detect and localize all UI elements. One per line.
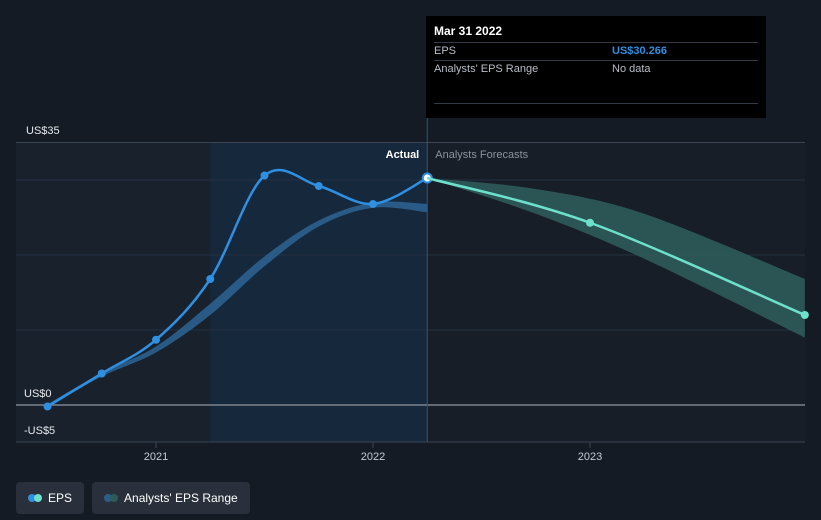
eps-point: [97, 369, 106, 378]
chart-legend: EPS Analysts' EPS Range: [16, 482, 250, 514]
actual-label: Actual: [386, 149, 420, 161]
legend-dot-icon: [110, 494, 119, 502]
eps-actual-line: [46, 168, 428, 408]
legend-item-eps-range[interactable]: Analysts' EPS Range: [92, 482, 250, 514]
legend-eps-swatch: [28, 494, 42, 502]
legend-dot-icon: [28, 494, 36, 502]
tooltip-range-value: No data: [612, 63, 651, 75]
y-axis-label: US$0: [24, 388, 52, 400]
legend-range-label: Analysts' EPS Range: [124, 491, 238, 505]
eps-tooltip: Mar 31 2022 EPS US$30.266 Analysts' EPS …: [426, 16, 766, 118]
eps-point: [260, 171, 269, 180]
forecast-point: [586, 218, 594, 227]
x-tick-label: 2023: [578, 451, 602, 463]
legend-eps-label: EPS: [48, 491, 73, 505]
past-window-highlight: [210, 143, 428, 442]
tooltip-eps-label: EPS: [434, 45, 457, 57]
legend-dot-icon: [104, 494, 113, 502]
x-tick-label: 2022: [361, 451, 385, 463]
forecast-range-band: [427, 178, 805, 338]
eps-point: [43, 402, 52, 411]
eps-point: [206, 275, 215, 283]
tooltip-row-range: Analysts' EPS Range No data: [434, 60, 758, 78]
tooltip-eps-value: US$30.266: [612, 45, 668, 57]
tooltip-divider: [434, 103, 758, 104]
tooltip-range-label: Analysts' EPS Range: [434, 63, 539, 75]
eps-point: [314, 182, 323, 190]
x-tick-label: 2021: [144, 451, 168, 463]
eps-point: [369, 200, 377, 208]
legend-item-eps[interactable]: EPS: [16, 482, 85, 514]
past-estimate-band: [47, 201, 428, 408]
eps-point: [152, 335, 160, 344]
forecast-point: [800, 311, 809, 319]
tooltip-row-eps: EPS US$30.266: [434, 42, 758, 60]
tooltip-date: Mar 31 2022: [434, 24, 503, 38]
y-axis-label: -US$5: [24, 425, 55, 437]
legend-dot-icon: [34, 494, 42, 502]
legend-range-swatch: [104, 494, 119, 502]
y-axis-label: US$35: [26, 125, 60, 137]
forecast-label: Analysts Forecasts: [435, 149, 528, 161]
